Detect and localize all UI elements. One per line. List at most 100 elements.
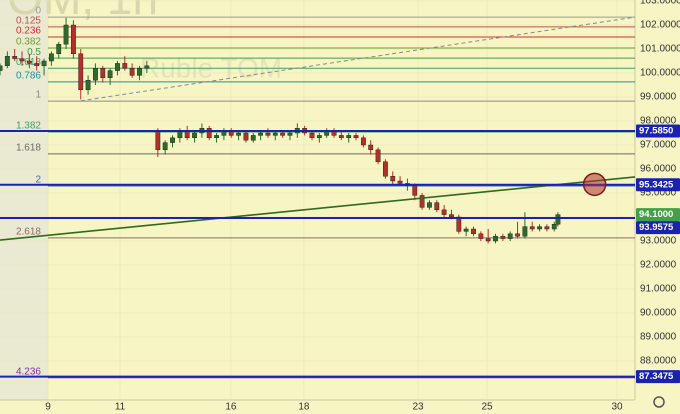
y-tick-label: 98.0000: [640, 116, 677, 127]
candle-body: [419, 195, 425, 208]
watermark-title: TOM, 1h: [0, 0, 158, 24]
candle-body: [107, 70, 113, 79]
candle-body: [258, 132, 264, 136]
candle-body: [34, 63, 40, 67]
candle-body: [170, 137, 175, 143]
candle-body: [243, 132, 249, 141]
last-price-box: [636, 208, 680, 222]
candle-body: [155, 130, 161, 151]
fib-level-label: 0.786: [16, 71, 41, 82]
candle-body: [383, 161, 388, 177]
candle-body: [493, 236, 498, 242]
candle-body: [368, 144, 374, 151]
y-tick-label: 90.0000: [640, 308, 677, 319]
candle-body: [12, 56, 18, 59]
settings-icon[interactable]: [653, 396, 665, 408]
candle-body: [26, 60, 32, 64]
y-tick-label: 93.0000: [640, 236, 677, 247]
candle-body: [144, 65, 150, 69]
price-line-label-box: [636, 221, 680, 235]
candle-body: [537, 226, 542, 230]
fib-level-label: 0.236: [16, 26, 41, 37]
candle-body: [0, 65, 3, 71]
x-tick-label: 30: [611, 402, 623, 413]
candle-body: [287, 132, 293, 136]
candle-body: [449, 214, 454, 218]
candle-body: [115, 63, 120, 71]
x-tick-label: 11: [115, 402, 126, 413]
price-line-label-box: [636, 124, 680, 138]
candle-body: [397, 180, 403, 184]
candle-body: [441, 209, 447, 215]
y-tick-label: 100.0000: [640, 68, 680, 79]
candle-body: [71, 24, 76, 55]
candle-body: [507, 233, 513, 239]
y-tick-label: 101.0000: [640, 44, 680, 55]
fib-level-label: 0.125: [16, 16, 41, 27]
x-axis-background: [0, 400, 680, 414]
x-tick-label: 16: [225, 402, 237, 413]
candle-body: [353, 135, 359, 139]
candle-body: [316, 135, 322, 139]
candle-body: [360, 137, 366, 146]
candle-body: [529, 226, 535, 230]
candle-body: [214, 135, 219, 139]
plot-background: [0, 0, 635, 400]
candle-body: [463, 228, 469, 232]
y-tick-label: 88.0000: [640, 356, 677, 367]
candle-body: [412, 185, 418, 196]
price-line-label-text: 93.9575: [639, 222, 674, 233]
x-tick-label: 18: [298, 402, 310, 413]
trendline: [80, 16, 636, 102]
fib-level-label: 4.236: [16, 366, 41, 377]
fib-level-label: 1: [35, 90, 41, 101]
candle-body: [63, 24, 69, 45]
price-line-label-box: [636, 370, 680, 384]
candle-body: [551, 224, 557, 230]
marker-circle: [582, 172, 607, 197]
candle-body: [85, 80, 91, 91]
candle-body: [19, 58, 25, 62]
candle-body: [78, 53, 84, 91]
last-price-text: 94.1000: [639, 209, 673, 220]
candle-body: [434, 202, 440, 211]
y-tick-label: 95.0000: [640, 188, 677, 199]
candle-body: [192, 132, 197, 139]
previous-session-shade: [0, 0, 48, 400]
y-tick-label: 97.0000: [640, 140, 677, 151]
candle-body: [41, 60, 47, 67]
candle-body: [427, 202, 432, 208]
candle-body: [346, 135, 352, 139]
candle-body: [56, 44, 62, 55]
candle-body: [500, 236, 506, 239]
y-axis-background: [635, 0, 680, 414]
candle-body: [4, 56, 10, 67]
candle-body: [471, 228, 476, 235]
y-tick-label: 92.0000: [640, 260, 677, 271]
candle-body: [265, 132, 271, 136]
y-tick-label: 89.0000: [640, 332, 677, 343]
candle-body: [93, 68, 98, 81]
y-tick-label: 99.0000: [640, 92, 677, 103]
price-line-label-text: 97.5850: [639, 125, 673, 136]
trendline: [0, 176, 636, 241]
price-line-label-text: 87.3475: [639, 371, 674, 382]
fib-level-label: 1.382: [16, 121, 41, 132]
candle-body: [129, 68, 135, 76]
candle-body: [250, 135, 256, 141]
candle-body: [515, 233, 520, 237]
fib-level-label: 2.618: [16, 227, 41, 238]
candle-body: [122, 63, 128, 69]
fib-level-label: 0.382: [16, 37, 41, 48]
candle-body: [162, 142, 168, 151]
candle-body: [375, 149, 381, 163]
candle-body: [280, 132, 286, 136]
y-tick-label: 91.0000: [640, 284, 677, 295]
candle-body: [236, 132, 241, 136]
fib-level-label: 0.5: [27, 47, 41, 58]
candle-body: [485, 238, 491, 242]
candle-body: [390, 176, 396, 182]
candle-body: [522, 226, 528, 237]
x-tick-label: 25: [482, 402, 494, 413]
